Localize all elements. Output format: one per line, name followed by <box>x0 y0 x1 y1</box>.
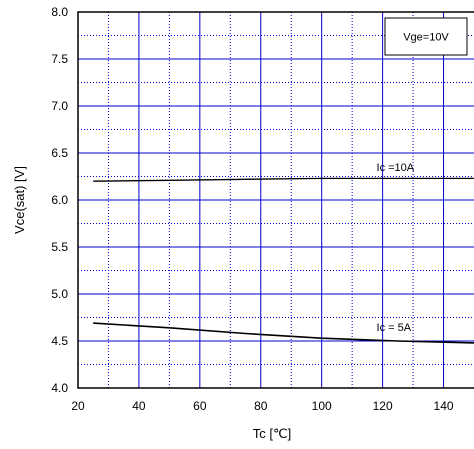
x-tick-label: 100 <box>312 399 332 413</box>
condition-legend-text: Vge=10V <box>403 32 449 44</box>
y-tick-label: 6.0 <box>51 193 68 207</box>
x-tick-label: 60 <box>193 399 207 413</box>
x-axis-label: Tc [℃] <box>253 426 291 441</box>
grid-minor <box>78 12 474 388</box>
y-tick-label: 4.5 <box>51 334 68 348</box>
x-axis-ticks: 20 40 60 80 100 120 140 <box>71 399 454 413</box>
x-tick-label: 120 <box>373 399 393 413</box>
y-tick-label: 5.0 <box>51 287 68 301</box>
series-label-ic-10a: Ic =10A <box>377 162 415 174</box>
y-tick-label: 4.0 <box>51 381 68 395</box>
x-tick-label: 80 <box>254 399 268 413</box>
series-layer <box>93 177 474 344</box>
x-tick-label: 40 <box>132 399 146 413</box>
series-label-ic-5a: Ic = 5A <box>377 322 412 334</box>
plot-frame <box>77 11 474 389</box>
series-labels: Ic =10A Ic = 5A <box>377 162 415 334</box>
y-tick-label: 7.5 <box>51 52 68 66</box>
y-tick-label: 8.0 <box>51 5 68 19</box>
grid-major <box>78 12 474 388</box>
series-line-ic-10a <box>93 177 474 182</box>
y-axis-ticks: 4.0 4.5 5.0 5.5 6.0 6.5 7.0 7.5 8.0 <box>51 5 68 395</box>
y-axis-label: Vce(sat) [V] <box>12 166 27 234</box>
condition-legend-box <box>384 17 468 56</box>
condition-legend: Vge=10V <box>384 17 468 56</box>
y-tick-label: 6.5 <box>51 146 68 160</box>
y-tick-label: 7.0 <box>51 99 68 113</box>
x-tick-label: 20 <box>71 399 85 413</box>
series-line-ic-5a <box>93 322 474 344</box>
y-tick-label: 5.5 <box>51 240 68 254</box>
x-tick-label: 140 <box>434 399 454 413</box>
